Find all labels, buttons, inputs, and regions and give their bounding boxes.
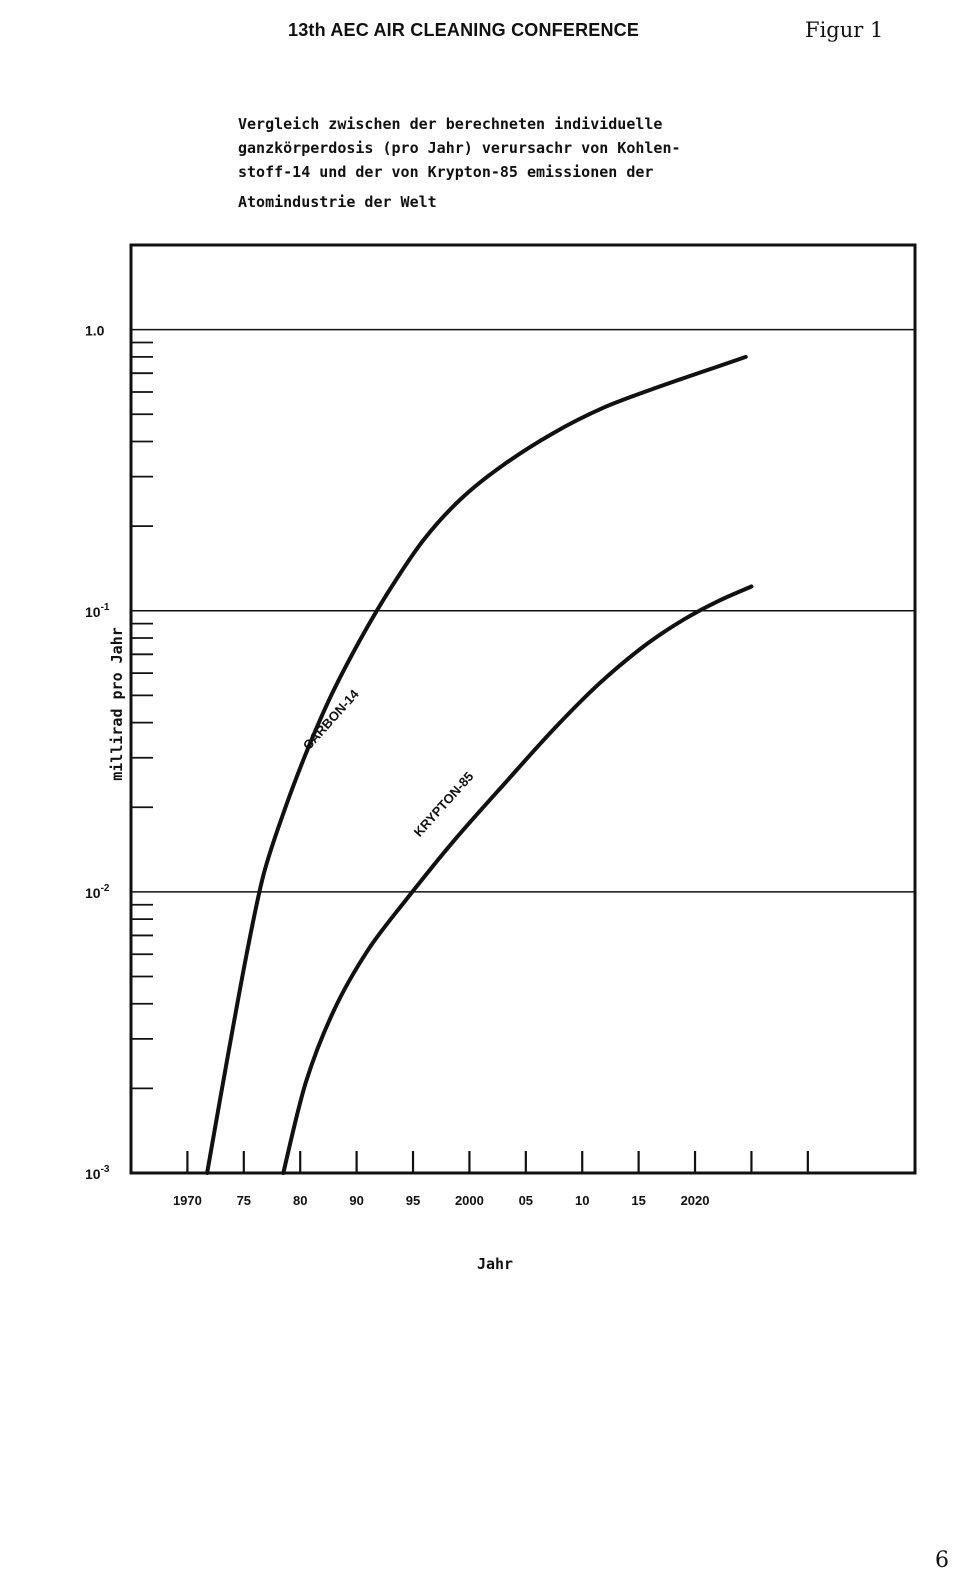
x-tick-label: 15 (631, 1193, 645, 1208)
x-axis-label: Jahr (476, 1255, 514, 1273)
series-line-krypton-85 (281, 584, 754, 1175)
x-ticks (186, 1151, 809, 1173)
x-tick-label: 2020 (681, 1193, 710, 1208)
x-tick-label: 90 (349, 1193, 363, 1208)
caption-line: Vergleich zwischen der berechneten indiv… (238, 115, 663, 133)
y-tick-label: 1.0 (85, 323, 105, 339)
series (205, 354, 754, 1175)
y-tick-labels: 1.0 10-1 10-2 10-3 (85, 323, 110, 1182)
caption-line: Atomindustrie der Welt (238, 193, 437, 211)
conference-header: 13th AEC AIR CLEANING CONFERENCE (288, 20, 640, 40)
y-minor-ticks (131, 341, 153, 1090)
page-number: 6 (935, 1548, 949, 1573)
gridlines (131, 328, 915, 893)
x-tick-label: 80 (293, 1193, 307, 1208)
x-tick-label: 2000 (455, 1193, 484, 1208)
y-axis-label: millirad pro Jahr (108, 627, 126, 781)
x-tick-label: 1970 (173, 1193, 202, 1208)
caption-line: ganzkörperdosis (pro Jahr) verursachr vo… (238, 139, 681, 157)
y-tick-label: 10-2 (85, 883, 110, 901)
x-tick-label: 95 (406, 1193, 420, 1208)
plot-frame (129, 243, 917, 1175)
x-tick-label: 05 (519, 1193, 533, 1208)
y-tick-label: 10-1 (85, 602, 110, 620)
series-line-carbon-14 (205, 354, 748, 1175)
x-tick-label: 75 (237, 1193, 251, 1208)
caption-line: stoff-14 und der von Krypton-85 emission… (238, 163, 654, 181)
x-tick-label: 10 (575, 1193, 589, 1208)
figure-label: Figur 1 (805, 18, 884, 42)
y-tick-label: 10-3 (85, 1164, 110, 1182)
chart-caption: Vergleich zwischen der berechneten indiv… (238, 112, 838, 214)
x-tick-labels: 1970 75 80 90 95 2000 05 10 15 2020 (173, 1193, 710, 1208)
